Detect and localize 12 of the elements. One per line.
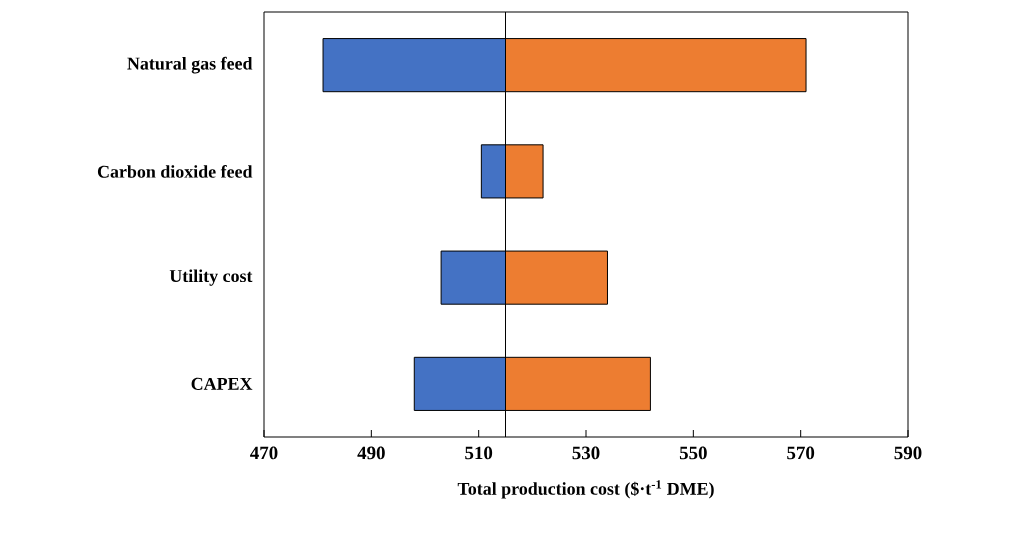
x-tick-label: 590 — [894, 446, 922, 460]
x-axis-title: Total production cost ($·t$^{-1}$ DME) — [457, 480, 714, 499]
x-tick-label: 530 — [572, 446, 600, 460]
x-tick-label: 570 — [787, 446, 815, 460]
y-tick-label: Carbon dioxide feed — [97, 164, 253, 178]
x-tick-label: 490 — [357, 446, 385, 460]
x-tick-label: 470 — [250, 446, 278, 460]
y-tick-label: CAPEX — [191, 377, 253, 390]
y-tick-label: Utility cost — [169, 269, 253, 286]
x-tick-label: 510 — [465, 446, 493, 460]
x-tick-label: 550 — [679, 446, 707, 460]
y-tick-label: Natural gas feed — [127, 56, 253, 74]
